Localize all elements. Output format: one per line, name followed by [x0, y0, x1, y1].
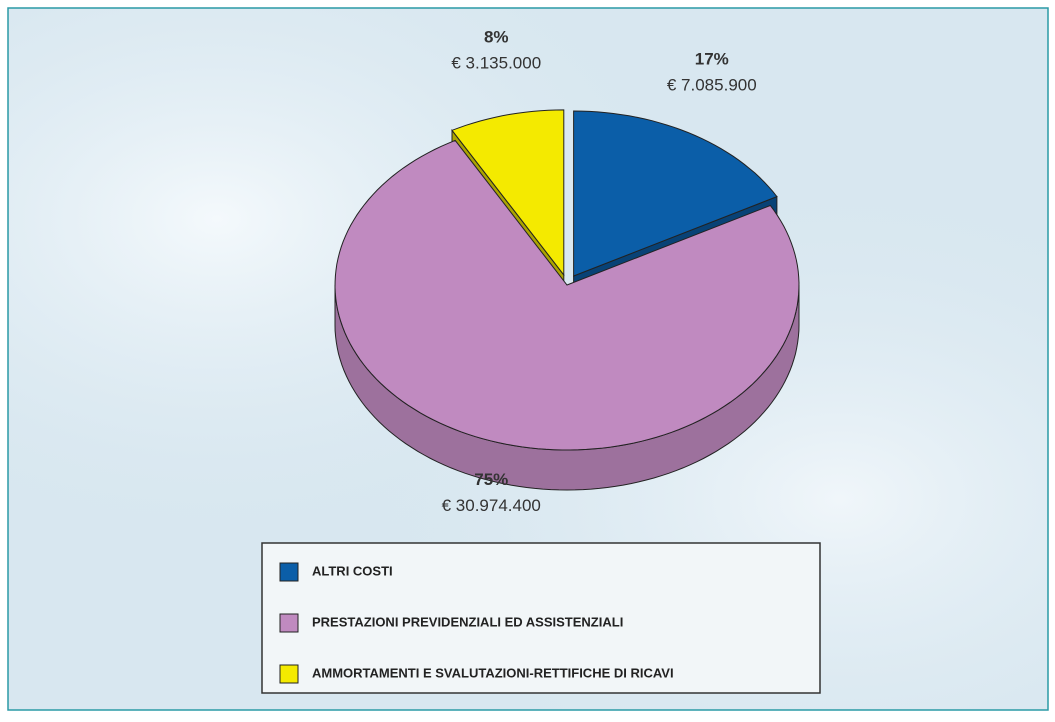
- legend-swatch: [279, 613, 299, 633]
- amount-label: € 7.085.900: [667, 75, 757, 94]
- legend-swatch: [279, 664, 299, 684]
- pie: [334, 109, 800, 491]
- legend-label: ALTRI COSTI: [312, 563, 393, 578]
- amount-label: € 3.135.000: [451, 53, 541, 72]
- slice: [573, 110, 778, 277]
- percent-label: 75%: [474, 470, 508, 489]
- amount-label: € 30.974.400: [442, 496, 541, 515]
- percent-label: 17%: [695, 49, 729, 68]
- legend-box: [261, 542, 821, 694]
- slice: [451, 109, 565, 277]
- percent-label: 8%: [484, 27, 509, 46]
- slice: [334, 139, 800, 451]
- legend: ALTRI COSTI PRESTAZIONI PREVIDENZIALI ED …: [279, 562, 674, 684]
- legend-label: AMMORTAMENTI E SVALUTAZIONI-RETTIFICHE D…: [312, 665, 674, 680]
- legend-swatch: [279, 562, 299, 582]
- legend-label: PRESTAZIONI PREVIDENZIALI ED ASSISTENZIA…: [312, 614, 623, 629]
- labels: 17% € 7.085.900 75% € 30.974.400 8% € 3.135.0…: [442, 27, 757, 514]
